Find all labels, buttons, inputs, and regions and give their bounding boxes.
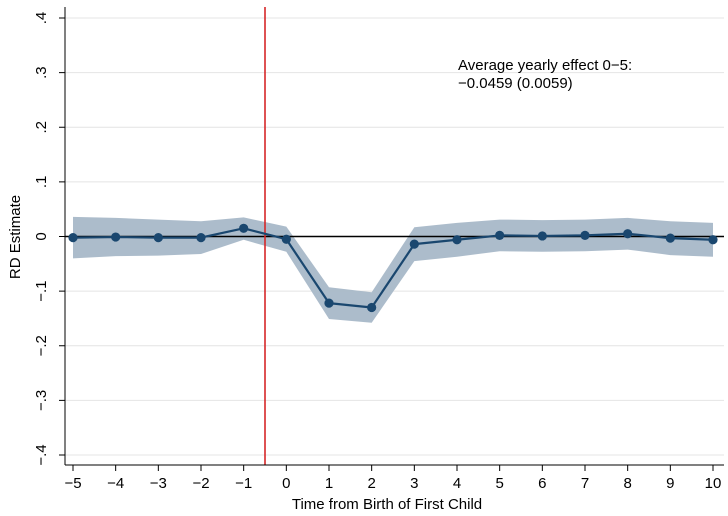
gridlines xyxy=(65,17,724,456)
x-tick-label: 0 xyxy=(282,475,290,492)
y-tick-label: 0 xyxy=(33,232,50,240)
data-point xyxy=(495,230,505,241)
confidence-band-layer xyxy=(73,216,713,323)
data-point xyxy=(367,302,377,313)
data-point xyxy=(452,235,462,245)
x-tick-label: −3 xyxy=(150,475,167,492)
x-tick-label: 1 xyxy=(325,475,333,492)
x-tick-label: 5 xyxy=(495,475,503,492)
x-tick-label: 3 xyxy=(410,475,418,492)
data-point xyxy=(324,298,334,308)
x-tick-label: 4 xyxy=(453,475,461,492)
data-point xyxy=(153,232,163,243)
x-tick-label: 9 xyxy=(666,475,674,492)
x-tick-label: 6 xyxy=(538,475,546,492)
y-axis-title: RD Estimate xyxy=(7,195,24,279)
y-tick-label: −.4 xyxy=(33,444,50,465)
x-tick-label: 7 xyxy=(581,475,589,492)
x-tick-label: 10 xyxy=(705,475,722,492)
x-tick-label: −5 xyxy=(64,475,81,492)
data-point xyxy=(281,234,291,244)
x-tick-label: 2 xyxy=(367,475,375,492)
y-tick-label: .3 xyxy=(33,66,50,79)
y-tick-label: .4 xyxy=(33,12,50,25)
data-point xyxy=(580,230,590,241)
y-tick-label: −.2 xyxy=(33,335,50,356)
data-point xyxy=(239,223,249,233)
data-point xyxy=(665,233,675,243)
axes: −.4 −.3 −.2 −.1 0 .1 .2 .3 .4 −5 −4 −3 −2 −1 0 1 2 3 4 5 6 7 8… xyxy=(33,7,724,492)
data-point xyxy=(111,232,121,242)
data-point xyxy=(196,232,206,243)
x-tick-label: 8 xyxy=(623,475,631,492)
series-layer xyxy=(68,223,718,313)
confidence-band xyxy=(73,216,713,323)
data-point xyxy=(537,231,547,241)
data-point xyxy=(623,229,633,239)
x-tick-label: −1 xyxy=(235,475,252,492)
data-point xyxy=(708,235,718,245)
x-tick-label: −2 xyxy=(192,475,209,492)
data-point xyxy=(68,232,78,243)
annotation-line-2: −0.0459 (0.0059) xyxy=(458,75,573,92)
series-line xyxy=(72,227,714,309)
y-tick-label: −.1 xyxy=(33,280,50,301)
y-tick-label: .1 xyxy=(33,176,50,189)
annotation-line-1: Average yearly effect 0−5: xyxy=(458,57,632,74)
x-tick-label: −4 xyxy=(107,475,124,492)
x-axis-title: Time from Birth of First Child xyxy=(292,496,482,513)
y-tick-label: −.3 xyxy=(33,390,50,411)
data-point xyxy=(409,239,419,249)
y-tick-label: .2 xyxy=(33,121,50,134)
